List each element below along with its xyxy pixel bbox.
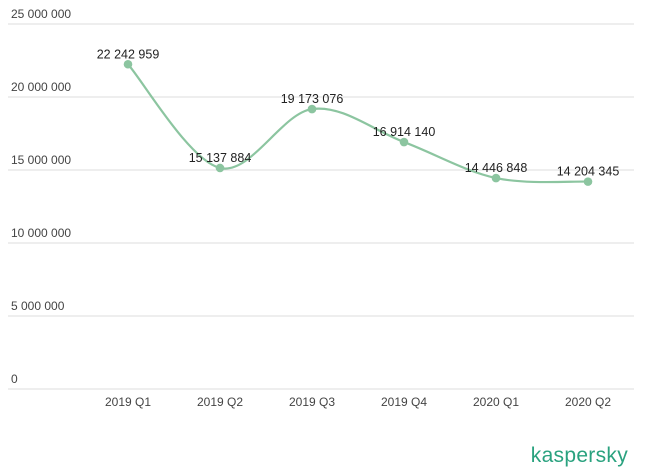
grid-lines — [8, 23, 634, 390]
data-points — [123, 59, 593, 186]
x-tick-label: 2019 Q3 — [289, 395, 335, 409]
kaspersky-logo: kaspersky — [530, 444, 628, 467]
x-axis-tick-labels: 2019 Q1 2019 Q2 2019 Q3 2019 Q4 2020 Q1 2020 … — [105, 395, 611, 409]
y-tick-label: 10 000 000 — [11, 226, 71, 240]
y-tick-label: 20 000 000 — [11, 80, 71, 94]
y-tick-label: 25 000 000 — [11, 7, 71, 21]
x-tick-label: 2019 Q1 — [105, 395, 151, 409]
data-point — [123, 59, 133, 69]
data-point — [491, 173, 501, 183]
y-axis-tick-labels: 0 5 000 000 10 000 000 15 000 000 20 000 000… — [11, 7, 71, 386]
data-label: 14 204 345 — [557, 165, 620, 179]
x-tick-label: 2020 Q2 — [565, 395, 611, 409]
data-point — [583, 177, 593, 186]
data-labels: 22 242 959 15 137 884 19 173 076 16 914 140… — [97, 47, 620, 178]
y-tick-label: 0 — [11, 372, 18, 386]
data-label: 19 173 076 — [281, 92, 344, 106]
y-tick-label: 15 000 000 — [11, 153, 71, 167]
data-point — [307, 104, 317, 114]
data-label: 16 914 140 — [373, 125, 436, 139]
data-label: 15 137 884 — [189, 151, 252, 165]
data-label: 22 242 959 — [97, 47, 160, 61]
x-tick-label: 2019 Q4 — [381, 395, 427, 409]
x-tick-label: 2020 Q1 — [473, 395, 519, 409]
data-label: 14 446 848 — [465, 161, 528, 175]
data-point — [215, 163, 225, 173]
y-tick-label: 5 000 000 — [11, 299, 65, 313]
data-point — [399, 137, 409, 147]
x-tick-label: 2019 Q2 — [197, 395, 243, 409]
